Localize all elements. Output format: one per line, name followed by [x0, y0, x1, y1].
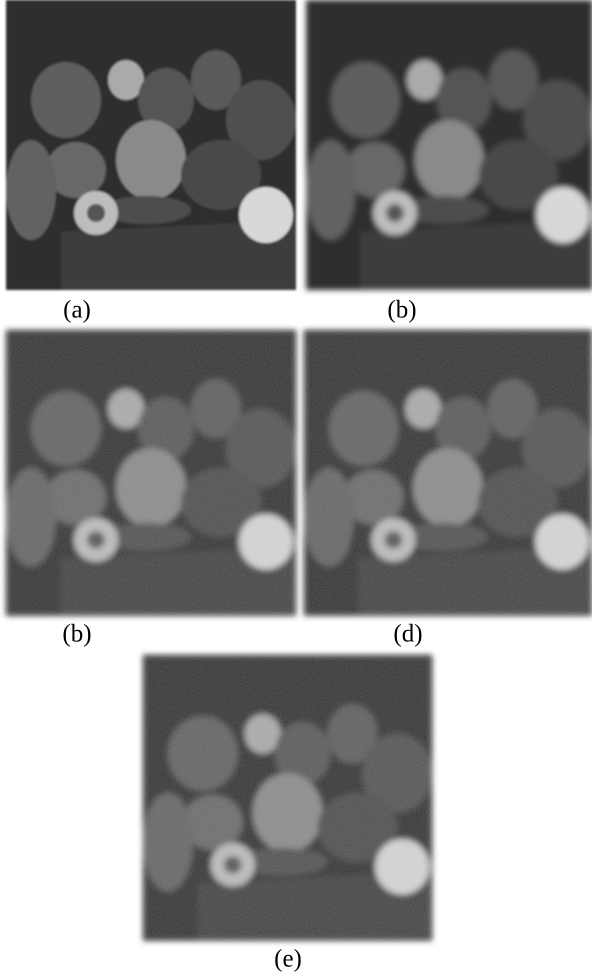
image-d: [304, 330, 592, 616]
figure: (a) (b) (b) (d) (e): [0, 0, 592, 976]
caption: (e): [274, 946, 302, 973]
caption: (a): [63, 297, 91, 324]
image-b: [306, 0, 592, 290]
image-c: [6, 330, 296, 616]
image-e: [143, 655, 432, 941]
caption: (b): [62, 621, 91, 648]
caption: (d): [393, 621, 422, 648]
image-a: [6, 0, 296, 290]
caption: (b): [387, 297, 416, 324]
page: (a) (b) (b) (d) (e) (() => { const data …: [0, 0, 592, 976]
